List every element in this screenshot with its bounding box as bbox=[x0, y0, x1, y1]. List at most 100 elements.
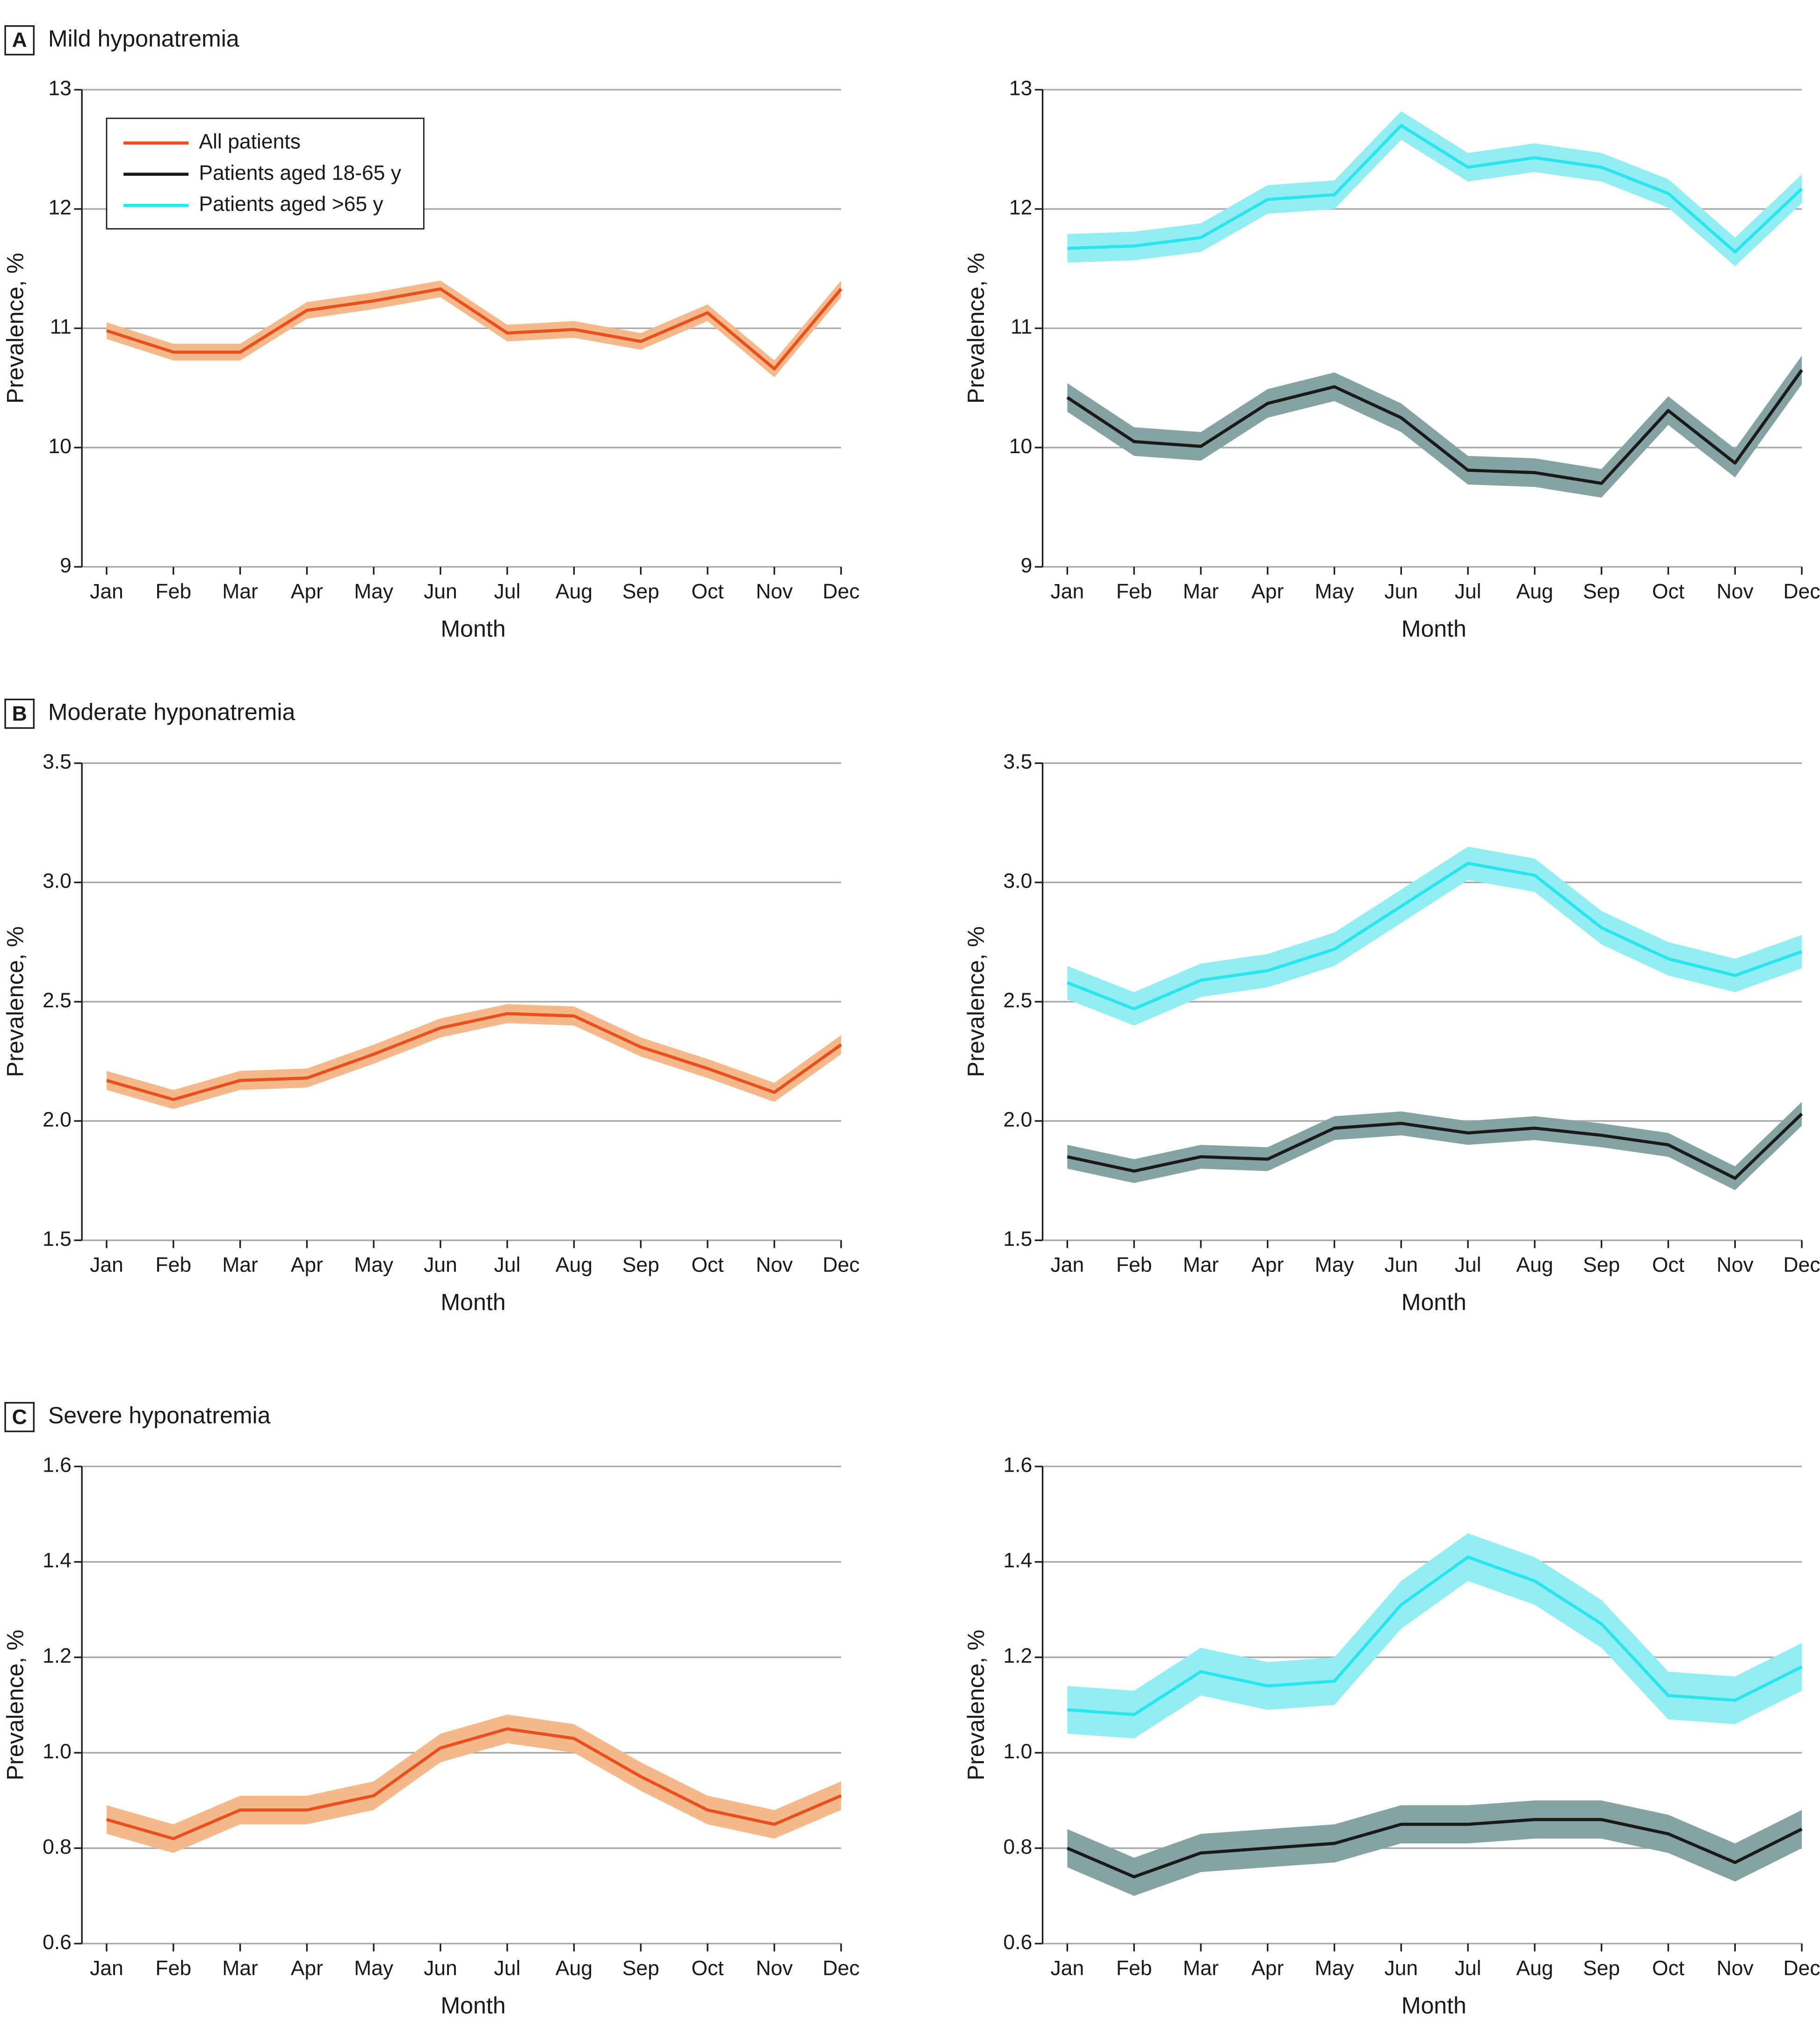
x-tick-label: Oct bbox=[691, 1254, 724, 1277]
x-tick-label: Feb bbox=[155, 580, 191, 603]
x-tick-label: Jul bbox=[494, 580, 520, 603]
y-tick-label: 1.2 bbox=[43, 1645, 72, 1668]
x-tick-label: Aug bbox=[1516, 580, 1553, 603]
panel-letter-box bbox=[4, 25, 35, 56]
series-line bbox=[1067, 1818, 1803, 1879]
x-tick-label: Feb bbox=[1116, 1957, 1152, 1980]
y-tick-label: 1.4 bbox=[1003, 1549, 1032, 1572]
panel-letter-box bbox=[4, 1402, 35, 1432]
confidence-band bbox=[1067, 1533, 1802, 1739]
x-tick-label: Mar bbox=[1183, 1957, 1219, 1980]
x-tick-label: Jan bbox=[1051, 580, 1084, 603]
y-axis-label: Prevalence, % bbox=[2, 1630, 28, 1781]
legend-label: Patients aged >65 y bbox=[199, 193, 383, 216]
x-tick-label: Mar bbox=[222, 1957, 258, 1980]
x-tick-label: Jun bbox=[1384, 1957, 1418, 1980]
x-tick-label: Dec bbox=[1784, 1254, 1820, 1277]
x-tick-label: Apr bbox=[291, 1957, 323, 1980]
y-tick-label: 1.4 bbox=[43, 1549, 72, 1572]
series-line bbox=[106, 287, 843, 371]
x-tick-label: Nov bbox=[1717, 1254, 1754, 1277]
panel-letter: A bbox=[12, 29, 27, 52]
panel-title: Severe hyponatremia bbox=[48, 1402, 271, 1428]
y-axis-label: Prevalence, % bbox=[963, 926, 989, 1077]
y-tick-label: 1.5 bbox=[1003, 1228, 1032, 1250]
x-tick-label: Sep bbox=[1583, 580, 1620, 603]
x-tick-label: Feb bbox=[1116, 580, 1152, 603]
x-tick-label: Feb bbox=[1116, 1254, 1152, 1277]
x-axis-label: Month bbox=[441, 1993, 506, 2019]
x-tick-label: Dec bbox=[823, 580, 859, 603]
confidence-band bbox=[1067, 1102, 1802, 1191]
x-tick-label: Sep bbox=[622, 1254, 659, 1277]
y-tick-label: 10 bbox=[48, 435, 71, 458]
y-tick-label: 2.0 bbox=[43, 1108, 72, 1131]
x-tick-label: Jun bbox=[424, 1957, 457, 1980]
y-tick-label: 0.6 bbox=[1003, 1931, 1032, 1954]
x-tick-label: Nov bbox=[756, 1957, 793, 1980]
x-tick-label: Apr bbox=[1251, 580, 1284, 603]
x-tick-label: Jan bbox=[90, 1254, 123, 1277]
x-tick-label: Jul bbox=[1455, 1957, 1481, 1980]
x-tick-label: Nov bbox=[756, 580, 793, 603]
confidence-band bbox=[1067, 355, 1802, 498]
x-tick-label: Mar bbox=[222, 580, 258, 603]
y-tick-label: 1.6 bbox=[43, 1454, 72, 1477]
x-tick-label: Mar bbox=[222, 1254, 258, 1277]
series-line bbox=[1067, 1113, 1803, 1180]
x-tick-label: Dec bbox=[823, 1254, 859, 1277]
y-tick-label: 2.5 bbox=[1003, 989, 1032, 1012]
x-tick-label: Aug bbox=[1516, 1254, 1553, 1277]
x-tick-label: Aug bbox=[556, 1957, 592, 1980]
x-tick-label: Apr bbox=[1251, 1957, 1284, 1980]
x-tick-label: Sep bbox=[1583, 1957, 1620, 1980]
x-tick-label: Dec bbox=[1784, 1957, 1820, 1980]
x-tick-label: Sep bbox=[1583, 1254, 1620, 1277]
series-line bbox=[1067, 1555, 1803, 1716]
x-tick-label: Jul bbox=[494, 1957, 520, 1980]
x-tick-label: May bbox=[354, 1957, 394, 1980]
y-axis-label: Prevalence, % bbox=[2, 253, 28, 404]
y-tick-label: 1.0 bbox=[1003, 1740, 1032, 1763]
y-tick-label: 2.5 bbox=[43, 989, 72, 1012]
y-axis-label: Prevalence, % bbox=[963, 253, 989, 404]
x-tick-label: Apr bbox=[291, 1254, 323, 1277]
y-axis-label: Prevalence, % bbox=[963, 1630, 989, 1781]
y-tick-label: 12 bbox=[48, 196, 71, 219]
x-tick-label: May bbox=[354, 580, 394, 603]
y-tick-label: 1.0 bbox=[43, 1740, 72, 1763]
series-line bbox=[106, 1727, 842, 1841]
confidence-band bbox=[106, 1714, 841, 1853]
y-tick-label: 0.8 bbox=[1003, 1836, 1032, 1858]
y-tick-label: 0.8 bbox=[43, 1836, 72, 1858]
x-tick-label: Sep bbox=[622, 580, 659, 603]
y-tick-label: 9 bbox=[60, 554, 72, 577]
x-tick-label: Jan bbox=[90, 580, 123, 603]
x-tick-label: Jul bbox=[1455, 1254, 1481, 1277]
x-tick-label: Sep bbox=[622, 1957, 659, 1980]
panel-letter: C bbox=[12, 1406, 27, 1429]
confidence-band bbox=[1067, 111, 1802, 267]
y-tick-label: 3.5 bbox=[1003, 751, 1032, 773]
x-tick-label: May bbox=[354, 1254, 394, 1277]
x-tick-label: Jul bbox=[494, 1254, 520, 1277]
panel-letter: B bbox=[12, 702, 27, 725]
x-tick-label: Oct bbox=[1652, 1254, 1685, 1277]
y-axis-label: Prevalence, % bbox=[2, 926, 28, 1077]
y-tick-label: 13 bbox=[48, 77, 71, 100]
x-tick-label: Feb bbox=[155, 1957, 191, 1980]
x-tick-label: Nov bbox=[756, 1254, 793, 1277]
x-tick-label: Nov bbox=[1717, 1957, 1754, 1980]
x-tick-label: Jun bbox=[1384, 580, 1418, 603]
x-axis-label: Month bbox=[1401, 1289, 1466, 1315]
y-tick-label: 1.6 bbox=[1003, 1454, 1032, 1477]
y-tick-label: 1.2 bbox=[1003, 1645, 1032, 1668]
x-tick-label: Aug bbox=[556, 1254, 592, 1277]
x-tick-label: Mar bbox=[1183, 580, 1219, 603]
y-tick-label: 9 bbox=[1021, 554, 1033, 577]
x-tick-label: Oct bbox=[691, 1957, 724, 1980]
x-tick-label: May bbox=[1315, 1957, 1355, 1980]
x-axis-label: Month bbox=[1401, 1993, 1466, 2019]
